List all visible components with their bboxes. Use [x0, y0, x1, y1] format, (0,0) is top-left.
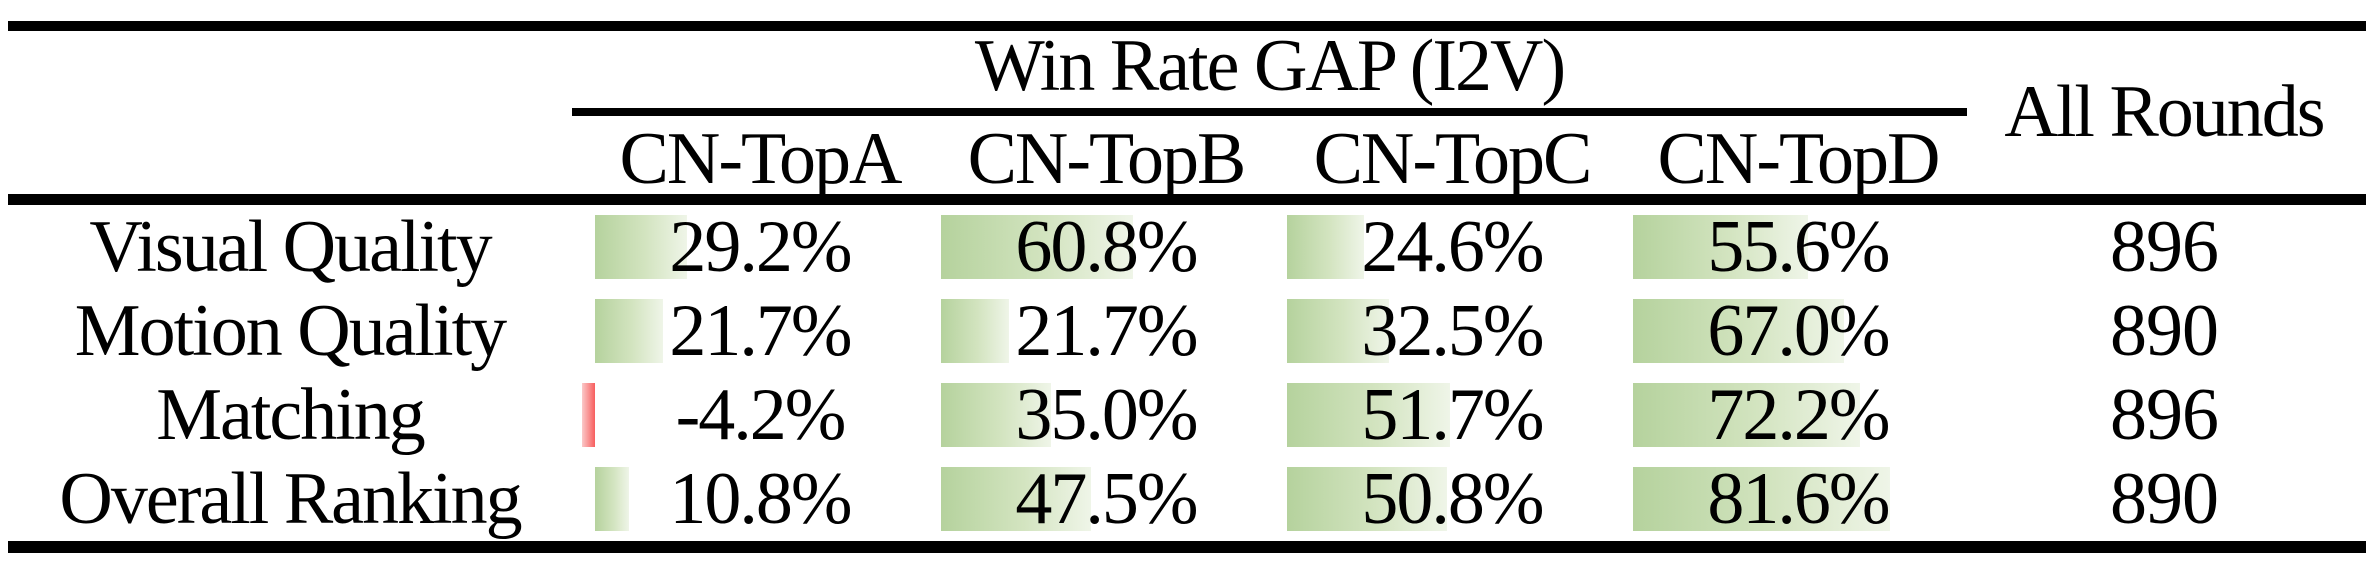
- table-cell: 21.7%: [595, 289, 925, 373]
- row-label-matching: Matching: [156, 374, 426, 456]
- table-cell: 81.6%: [1633, 457, 1963, 541]
- table-row: Motion Quality 21.7% 21.7% 32.5% 67.0% 8…: [0, 289, 2374, 373]
- cell-value: -4.2%: [675, 374, 847, 456]
- data-bar: [1287, 383, 1450, 447]
- cell-value: 29.2%: [669, 206, 852, 288]
- top-rule: [8, 21, 2366, 31]
- data-bar: [1633, 467, 1891, 531]
- data-bar: [941, 299, 1010, 363]
- table-cell: 60.8%: [941, 205, 1271, 289]
- cell-value: 32.5%: [1361, 290, 1544, 372]
- header-separator-rule: [8, 194, 2366, 205]
- table-cell: 10.8%: [595, 457, 925, 541]
- table-row: Matching -4.2% 35.0% 51.7% 72.2% 896: [0, 373, 2374, 457]
- table-row: Overall Ranking 10.8% 47.5% 50.8% 81.6% …: [0, 457, 2374, 541]
- column-header-cn-topc: CN-TopC: [1313, 118, 1593, 200]
- cell-value: 24.6%: [1361, 206, 1544, 288]
- table-cell: 55.6%: [1633, 205, 1963, 289]
- all-rounds-value: 896: [2110, 206, 2219, 288]
- cell-value: 81.6%: [1707, 458, 1890, 540]
- table-cell: 51.7%: [1287, 373, 1617, 457]
- data-bar: [941, 215, 1133, 279]
- data-bar-negative: [581, 383, 595, 447]
- cell-value: 21.7%: [1015, 290, 1198, 372]
- data-bar: [595, 299, 664, 363]
- table-cell: 21.7%: [941, 289, 1271, 373]
- data-bar: [1287, 215, 1365, 279]
- data-bar: [595, 467, 630, 531]
- table-cell: 24.6%: [1287, 205, 1617, 289]
- table-cell: 35.0%: [941, 373, 1271, 457]
- row-label-motion-quality: Motion Quality: [74, 290, 507, 372]
- table-cell: 67.0%: [1633, 289, 1963, 373]
- column-header-cn-topa: CN-TopA: [619, 118, 903, 200]
- all-rounds-value: 890: [2110, 290, 2219, 372]
- table-cell: 50.8%: [1287, 457, 1617, 541]
- table-row: Visual Quality 29.2% 60.8% 24.6% 55.6% 8…: [0, 205, 2374, 289]
- cell-value: 50.8%: [1361, 458, 1544, 540]
- data-bar: [1633, 215, 1809, 279]
- table-cell: 72.2%: [1633, 373, 1963, 457]
- cell-value: 35.0%: [1015, 374, 1198, 456]
- table-cell: 47.5%: [941, 457, 1271, 541]
- group-header-title: Win Rate GAP (I2V): [974, 25, 1566, 107]
- data-bar: [1633, 383, 1861, 447]
- all-rounds-column-header: All Rounds: [2004, 71, 2325, 153]
- data-bar: [941, 383, 1052, 447]
- cell-value: 21.7%: [669, 290, 852, 372]
- row-label-overall-ranking: Overall Ranking: [59, 458, 522, 540]
- table-cell: 29.2%: [595, 205, 925, 289]
- data-bar: [1287, 467, 1448, 531]
- data-bar: [941, 467, 1091, 531]
- cell-value: 72.2%: [1707, 374, 1890, 456]
- data-bar: [595, 215, 687, 279]
- bottom-rule: [8, 541, 2366, 553]
- cell-value: 60.8%: [1015, 206, 1198, 288]
- table-cell: 32.5%: [1287, 289, 1617, 373]
- all-rounds-value: 890: [2110, 458, 2219, 540]
- table-cell: -4.2%: [581, 373, 925, 457]
- row-label-visual-quality: Visual Quality: [89, 206, 492, 288]
- cell-value: 67.0%: [1707, 290, 1890, 372]
- cell-value: 55.6%: [1707, 206, 1890, 288]
- cell-value: 51.7%: [1361, 374, 1544, 456]
- cell-value: 47.5%: [1015, 458, 1198, 540]
- data-bar: [1287, 299, 1390, 363]
- all-rounds-value: 896: [2110, 374, 2219, 456]
- column-header-cn-topb: CN-TopB: [967, 118, 1247, 200]
- group-header-underline: [572, 108, 1967, 116]
- data-bar: [1633, 299, 1845, 363]
- cell-value: 10.8%: [669, 458, 852, 540]
- column-header-cn-topd: CN-TopD: [1657, 118, 1941, 200]
